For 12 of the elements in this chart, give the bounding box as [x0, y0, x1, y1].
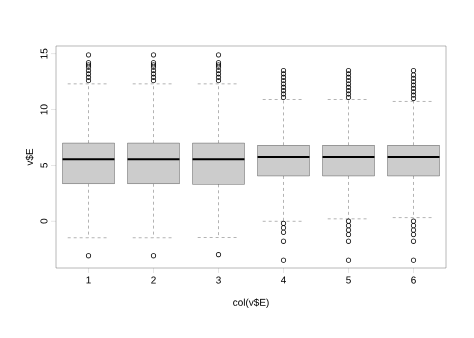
y-axis-title: v$E: [26, 148, 34, 166]
x-tick-label: 1: [86, 276, 91, 284]
x-axis-title: col(v$E): [233, 298, 269, 308]
y-tick-label: 5: [40, 163, 48, 168]
y-tick-label: 0: [40, 218, 48, 224]
x-tick-label: 2: [151, 276, 156, 284]
x-tick-label: 3: [216, 276, 221, 284]
y-tick-label: 15: [40, 48, 48, 59]
x-tick-label: 4: [280, 276, 286, 284]
x-tick-label: 6: [411, 276, 416, 284]
y-tick-label: 10: [40, 104, 48, 114]
x-tick-label: 5: [346, 276, 351, 284]
